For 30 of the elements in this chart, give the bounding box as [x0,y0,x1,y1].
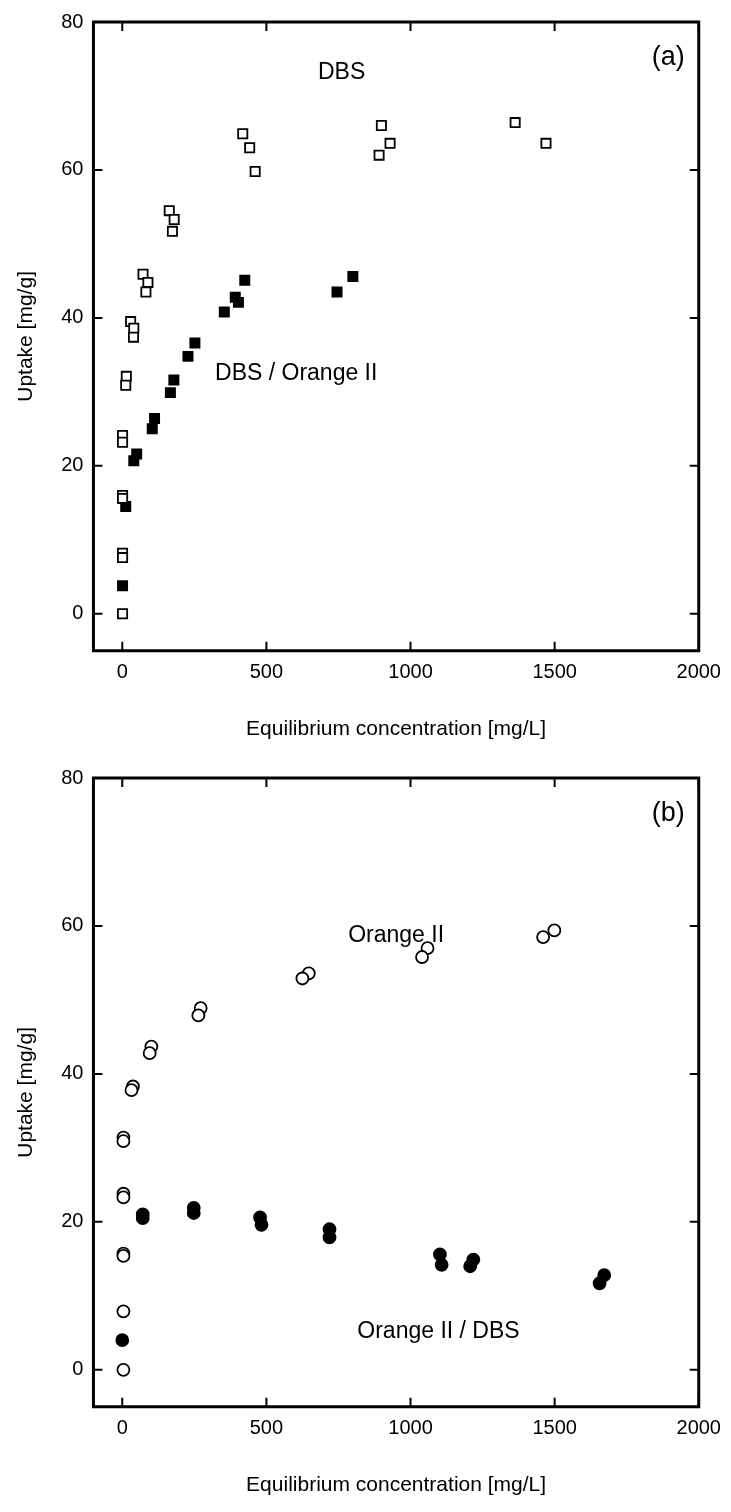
y-tick-label: 40 [61,305,84,328]
x-tick-label: 2000 [676,1416,721,1439]
y-tick-label: 80 [61,9,84,32]
x-tick-label: 2000 [676,660,721,683]
x-axis-title: Equilibrium concentration [mg/L] [246,716,547,740]
x-tick-label: 0 [116,1416,128,1439]
annotation: (a) [651,41,685,72]
y-tick-label: 80 [61,765,84,788]
annotation: (b) [651,797,685,828]
y-tick-label: 20 [61,1209,84,1232]
x-tick-label: 1500 [532,1416,577,1439]
y-tick-label: 0 [72,601,84,624]
series-label: DBS / Orange II [215,359,378,386]
x-tick-label: 1000 [388,660,433,683]
y-tick-label: 0 [72,1357,84,1380]
x-tick-label: 1500 [532,660,577,683]
text: Orange II / DBS [357,1316,520,1343]
y-axis-title: Uptake [mg/g] [13,271,37,402]
x-axis-title: Equilibrium concentration [mg/L] [246,1472,547,1496]
y-tick-label: 60 [61,157,84,180]
y-tick-label: 60 [61,913,84,936]
y-tick-label: 20 [61,453,84,476]
x-tick-label: 500 [249,1416,284,1439]
y-axis-title: Uptake [mg/g] [13,1027,37,1158]
x-tick-label: 0 [116,660,128,683]
x-tick-label: 500 [249,660,284,683]
series-label: DBS [317,57,366,84]
x-tick-label: 1000 [388,1416,433,1439]
series-label: Orange II [348,920,445,947]
y-tick-label: 40 [61,1061,84,1084]
